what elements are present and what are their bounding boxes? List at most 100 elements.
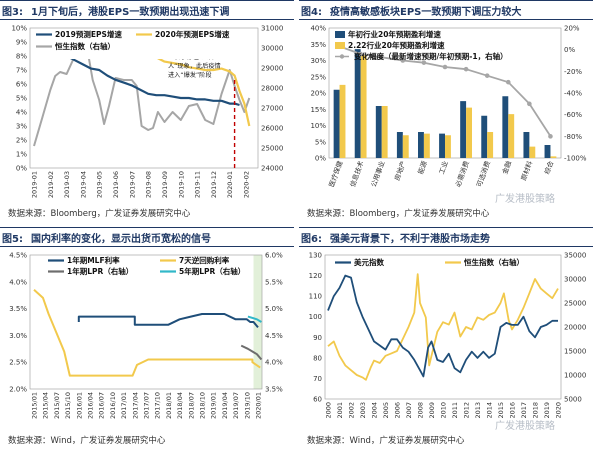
legend-hsi-label: 恒生指数（右轴）	[464, 257, 524, 267]
x-tick-label: 2015/10	[64, 392, 72, 419]
series-change-marker	[421, 60, 427, 65]
y-left-tick-label: 40%	[310, 25, 326, 33]
y-right-tick-label: 6.0%	[265, 252, 283, 260]
panel-fig5: 图5: 国内利率的变化，显示出货币宽松的信号 2.0% 2.5% 3.0% 3.5% 4…	[0, 227, 299, 453]
x-tick-label: 2016/04	[87, 392, 95, 419]
y-right-tick-label: 29000	[261, 65, 283, 73]
y-right-tick-label: 24000	[261, 165, 283, 173]
y-left-tick-label: 5%	[315, 138, 326, 146]
x-tick-label: 2019-12	[210, 171, 218, 198]
y-left-tick-label: 60	[313, 396, 322, 404]
chart-fig4: 0% 5% 10% 15% 20% 25% 30% 35% 40% -100% -80% -60% -4…	[310, 25, 586, 189]
legend-bg	[329, 256, 539, 268]
y-left-tick-label: 8%	[16, 53, 27, 61]
y-left-tick-label: 10%	[310, 122, 326, 130]
x-tick-label: 2019/07	[232, 392, 240, 419]
panel-fig3: 图3: 1月下旬后，港股EPS一致预期出现迅速下调 0% 1% 2% 3% 4% 5% 6%…	[0, 0, 299, 226]
y-left-tick-label: 110	[309, 293, 322, 301]
x-tick-label: 2019	[543, 402, 551, 419]
y-left-tick-label: 20%	[310, 90, 326, 98]
x-tick-label: 2018/04	[176, 392, 184, 419]
y-left-tick-label: 100	[309, 313, 322, 321]
panel-header: 图4: 疫情高敏感板块EPS一致预期下调压力较大	[299, 0, 593, 20]
watermark: 广发港股策略	[495, 421, 555, 432]
x-tick-label: 2016/01	[75, 392, 83, 419]
legend-2-22-label: 2.22行业20年预期盈利增速	[348, 40, 445, 50]
series-change-marker	[484, 73, 490, 78]
x-tick-label: 2012	[463, 402, 471, 419]
plot-frame	[324, 254, 562, 400]
x-tick-label: 2019-02	[47, 171, 55, 198]
x-tick-label: 医疗保健	[327, 159, 345, 188]
series-hsi-line	[33, 49, 251, 147]
bar-start-of-year	[396, 132, 403, 158]
y-right-tick-label: 4.5%	[265, 332, 283, 340]
x-tick-label: 2001	[336, 402, 344, 419]
event-annotation-text: 人”现象，此后疫情	[168, 62, 221, 70]
series-change-marker	[442, 64, 448, 70]
x-tick-label: 2019-04	[79, 171, 87, 198]
bar-2-22	[508, 114, 515, 158]
y-right-tick-label: -20%	[564, 68, 582, 76]
x-tick-label: 2017/01	[120, 392, 128, 419]
chart-fig5: 2.0% 2.5% 3.0% 3.5% 4.0% 4.5% 3.5% 4.0% 4.5% 5.0%…	[9, 252, 283, 420]
series-mlf-line	[77, 313, 259, 329]
x-tick-label: 2016/10	[109, 392, 117, 419]
x-tick-label: 2016/07	[98, 392, 106, 419]
y-right-tick-label: -80%	[564, 133, 582, 141]
x-tick-label: 2020	[555, 402, 563, 419]
chart-fig6: 60 70 80 90 100 110 120 130 5000 10000 15000 20000 2…	[309, 252, 587, 419]
bar-start-of-year	[460, 101, 467, 158]
bar-start-of-year	[375, 106, 382, 158]
plot-frame	[29, 254, 263, 390]
panel-fig4: 图4: 疫情高敏感板块EPS一致预期下调压力较大 0% 5% 10% 15% 20% 25…	[299, 0, 598, 226]
bar-2-22	[339, 84, 346, 158]
x-tick-label: 2009	[428, 402, 436, 419]
legend-2-22-swatch	[335, 42, 345, 49]
y-left-tick-label: 130	[309, 252, 322, 260]
x-tick-label: 2007	[405, 402, 413, 419]
y-right-tick-label: 4.0%	[265, 359, 283, 367]
y-right-tick-label: 27000	[261, 105, 283, 113]
y-left-tick-label: 4.0%	[9, 278, 27, 286]
legend-hsi-label: 恒生指数（右轴）	[55, 41, 115, 51]
figure-title: 疫情高敏感板块EPS一致预期下调压力较大	[330, 7, 522, 18]
highlight-band	[253, 255, 262, 389]
bar-start-of-year	[354, 49, 361, 158]
panel-header: 图5: 国内利率的变化，显示出货币宽松的信号	[0, 227, 294, 247]
x-tick-label: 2019-09	[161, 171, 169, 198]
y-right-tick-label: 25000	[564, 300, 586, 308]
x-tick-label: 2017/10	[154, 392, 162, 419]
x-tick-label: 2019-10	[177, 171, 185, 198]
series-change-marker	[400, 58, 406, 63]
x-tick-label: 2004	[371, 402, 379, 419]
y-left-tick-label: 2.5%	[9, 359, 27, 367]
legend-lpr-5y-label: 5年期LPR（右轴）	[179, 266, 245, 276]
x-tick-label: 2016	[509, 402, 517, 419]
bar-2-22	[445, 135, 451, 158]
bar-2-22	[487, 132, 494, 158]
series-change-marker	[527, 101, 532, 107]
y-right-tick-label: 35000	[564, 252, 586, 260]
x-tick-label: 信息技术	[348, 159, 366, 188]
source-note: 数据来源：Bloomberg，广发证券发展研究中心	[8, 209, 191, 219]
x-tick-label: 2018/01	[165, 392, 173, 419]
x-tick-label: 2015/01	[31, 392, 39, 419]
y-right-tick-label: 28000	[261, 85, 283, 93]
y-right-tick-label: 5.5%	[265, 278, 283, 286]
bar-start-of-year	[418, 132, 424, 158]
y-left-tick-label: 30%	[310, 57, 326, 65]
panel-header: 图3: 1月下旬后，港股EPS一致预期出现迅速下调	[0, 0, 294, 20]
y-left-tick-label: 0%	[315, 155, 326, 163]
y-left-tick-label: 3.0%	[9, 332, 27, 340]
bar-2-22	[423, 133, 430, 158]
series-change-marker	[379, 54, 385, 60]
series-hsi-line	[327, 273, 559, 381]
figure-title: 1月下旬后，港股EPS一致预期出现迅速下调	[31, 7, 230, 18]
bar-start-of-year	[523, 132, 530, 158]
x-tick-label: 2018	[532, 402, 540, 419]
x-tick-label: 2008	[417, 402, 425, 419]
x-tick-label: 2019/10	[243, 392, 251, 419]
y-left-tick-label: 1%	[16, 151, 27, 159]
x-tick-label: 2010	[440, 402, 448, 419]
